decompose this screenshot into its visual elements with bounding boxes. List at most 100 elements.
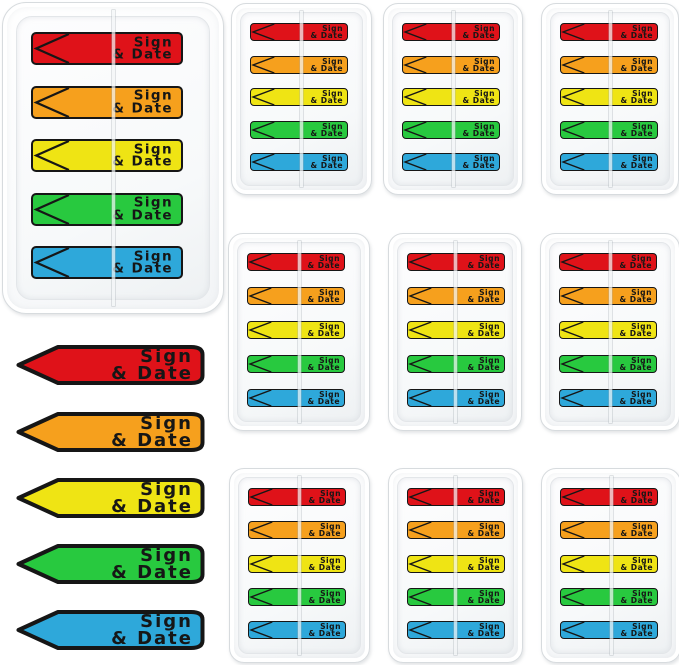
arrow-chevron-icon [251, 24, 276, 40]
flag-label: Sign & Date [468, 622, 500, 637]
flag-label: Sign & Date [311, 24, 343, 39]
arrow-chevron-icon [248, 356, 273, 372]
arrow-chevron-icon [561, 489, 586, 505]
flag-label-line1: Sign [631, 287, 652, 297]
dispenser-small-8: Sign & Date Sign & Date Sign & Date Sign & Date… [388, 468, 523, 663]
flag-orange: Sign & Date [407, 287, 505, 305]
flag-label: Sign & Date [468, 489, 500, 504]
flag-label-line1: Sign [631, 355, 652, 365]
flag-yellow: Sign & Date [247, 321, 345, 339]
flag-label-line1: Sign [140, 611, 193, 632]
flag-label-line2: & Date [307, 329, 340, 338]
flag-label-line1: Sign [631, 389, 652, 399]
loose-flag-orange: Sign & Date [16, 411, 205, 453]
flag-orange: Sign & Date [402, 55, 500, 74]
flag-green: Sign & Date [560, 587, 658, 606]
flag-label: Sign & Date [467, 288, 500, 304]
flag-stack: Sign & Date Sign & Date Sign & Date Sign & Date… [407, 253, 505, 407]
flag-label: Sign & Date [463, 24, 495, 39]
arrow-chevron-icon [251, 57, 276, 73]
flag-label: Sign & Date [620, 321, 652, 337]
flag-label-line2: & Date [310, 161, 343, 170]
flag-yellow: Sign & Date [407, 321, 505, 339]
flag-label-line2: & Date [462, 128, 495, 138]
flag-label: Sign & Date [620, 355, 652, 371]
arrow-chevron-icon [408, 356, 433, 372]
arrow-chevron-icon [248, 322, 273, 338]
arrow-chevron-icon [33, 248, 71, 277]
flag-green: Sign & Date [407, 355, 505, 373]
flag-label-line1: Sign [322, 88, 343, 98]
flag-label-line1: Sign [133, 194, 173, 211]
flag-red: Sign & Date [402, 23, 500, 41]
flag-label-line1: Sign [140, 413, 193, 434]
flag-blue: Sign & Date [559, 389, 657, 407]
dispenser-small-1: Sign & Date Sign & Date Sign & Date Sign & Date… [231, 3, 372, 195]
dispenser-small-5: Sign & Date Sign & Date Sign & Date Sign & Date… [388, 233, 522, 431]
flag-label-line1: Sign [319, 321, 340, 331]
arrow-flag-shape [16, 610, 205, 650]
arrow-chevron-icon [408, 288, 433, 304]
flag-label-line2: & Date [112, 100, 173, 116]
flag-label: Sign & Date [468, 556, 500, 571]
arrow-chevron-icon [249, 522, 274, 538]
flag-green: Sign & Date [407, 587, 505, 606]
flag-label: Sign & Date [621, 621, 653, 637]
flag-red: Sign & Date [560, 23, 658, 41]
flag-label-line1: Sign [322, 56, 343, 66]
flag-stack: Sign & Date Sign & Date Sign & Date Sign & Date… [560, 23, 658, 171]
flag-label-line2: & Date [308, 562, 341, 572]
flag-label-line2: & Date [307, 397, 340, 406]
arrow-chevron-icon [408, 489, 433, 505]
arrow-chevron-icon [33, 141, 71, 170]
arrow-flag-shape [16, 544, 205, 584]
flag-label-line1: Sign [632, 621, 653, 631]
flag-red: Sign & Date [559, 253, 657, 271]
flag-label: Sign & Date [468, 390, 500, 405]
flag-label-line1: Sign [631, 253, 652, 263]
flag-label-line2: & Date [111, 363, 193, 384]
arrow-chevron-icon [408, 556, 433, 572]
flag-green: Sign & Date [247, 355, 345, 373]
arrow-chevron-icon [251, 154, 276, 170]
flag-stack: Sign & Date Sign & Date Sign & Date Sign & Date… [31, 32, 183, 279]
arrow-chevron-icon [561, 57, 586, 73]
flag-label-line1: Sign [319, 389, 340, 399]
flag-label-line1: Sign [631, 321, 652, 331]
flag-blue: Sign & Date [560, 621, 658, 639]
flag-stack: Sign & Date Sign & Date Sign & Date Sign & Date… [248, 488, 346, 639]
flag-red: Sign & Date [31, 32, 183, 65]
flag-label-line1: Sign [140, 479, 193, 500]
flag-label: Sign & Date [311, 56, 343, 72]
flag-blue: Sign & Date [250, 153, 348, 171]
arrow-chevron-icon [403, 154, 428, 170]
arrow-flag-shape [16, 345, 205, 385]
arrow-chevron-icon [408, 622, 433, 638]
flag-blue: Sign & Date [247, 389, 345, 407]
flag-label-line1: Sign [479, 522, 500, 532]
dispenser-small-2: Sign & Date Sign & Date Sign & Date Sign & Date… [383, 3, 523, 195]
arrow-chevron-icon [248, 254, 273, 270]
flag-label: Sign & Date [309, 622, 341, 637]
flag-label-line2: & Date [462, 63, 495, 73]
flag-label: Sign & Date [309, 523, 341, 538]
flag-yellow: Sign & Date [407, 554, 505, 573]
arrow-chevron-icon [408, 254, 433, 270]
flag-label-line2: & Date [307, 295, 340, 304]
flag-label-line2: & Date [467, 595, 500, 605]
flag-label: Sign & Date [462, 57, 495, 73]
flag-green: Sign & Date [402, 120, 500, 139]
flag-label-line1: Sign [133, 141, 173, 157]
flag-label: Sign & Date [111, 479, 193, 516]
flag-label-line2: & Date [467, 295, 500, 304]
flag-label: Sign & Date [311, 88, 343, 104]
arrow-chevron-icon [403, 24, 428, 40]
loose-flag-red: Sign & Date [16, 344, 205, 386]
flag-label-line1: Sign [632, 588, 653, 598]
dispenser-small-9: Sign & Date Sign & Date Sign & Date Sign & Date… [541, 468, 679, 663]
flag-label-line2: & Date [308, 595, 341, 605]
flag-label-line2: & Date [619, 261, 652, 270]
flag-yellow: Sign & Date [250, 88, 348, 106]
flag-label: Sign & Date [112, 250, 173, 275]
flag-label: Sign & Date [308, 556, 341, 572]
